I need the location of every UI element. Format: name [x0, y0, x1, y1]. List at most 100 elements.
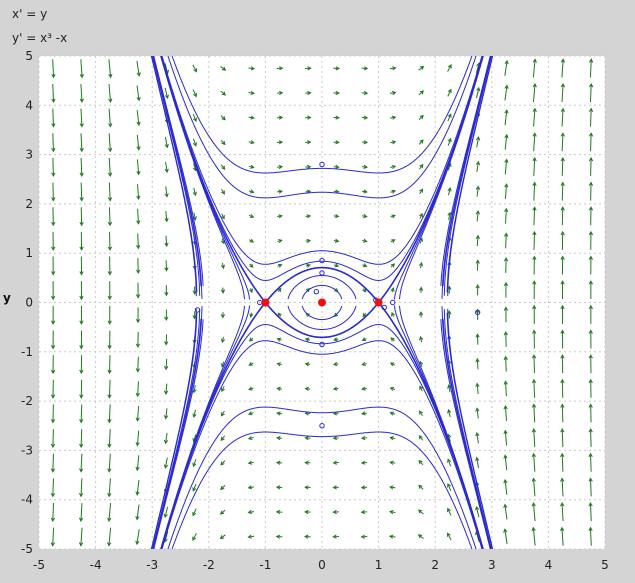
vector-arrow [221, 386, 225, 393]
vector-arrow-head [447, 532, 451, 537]
vector-arrow [588, 477, 593, 497]
vector-arrow [220, 460, 226, 466]
vector-arrow-shaft [504, 479, 508, 495]
vector-arrow-head [391, 140, 397, 145]
vector-arrow-head [588, 156, 594, 162]
vector-arrow-head [79, 172, 84, 177]
vector-arrow-shaft [192, 113, 197, 122]
vector-arrow-shaft [80, 83, 83, 102]
vector-arrow-head [248, 361, 253, 366]
vector-arrow [475, 333, 480, 345]
vector-arrow-head [221, 165, 226, 170]
vector-arrow [417, 534, 424, 539]
vector-arrow-head [221, 66, 227, 71]
vector-arrow-head [419, 90, 425, 95]
vector-arrow-head [475, 136, 481, 141]
vector-arrow-head [332, 435, 338, 441]
vector-arrow-head [475, 382, 480, 388]
vector-arrow-head [532, 230, 537, 236]
vector-arrow-head [475, 234, 480, 240]
vector-arrow [220, 336, 226, 344]
vector-arrow [304, 386, 311, 391]
vector-arrow [361, 164, 368, 169]
vector-arrow [418, 114, 424, 121]
vector-arrow [79, 404, 84, 424]
vector-arrow [418, 65, 425, 71]
vector-arrow-shaft [447, 508, 452, 516]
vector-arrow [163, 457, 169, 469]
vector-arrow-head [476, 86, 481, 92]
trajectory [440, 56, 491, 286]
vector-arrow [50, 429, 56, 449]
vector-arrow-shaft [504, 85, 508, 101]
vector-arrow-head [503, 330, 508, 336]
vector-arrow [418, 139, 424, 145]
vector-arrow [51, 133, 56, 153]
vector-arrow-head [79, 123, 84, 128]
vector-arrow-shaft [165, 186, 168, 197]
vector-arrow-head [248, 386, 253, 391]
vector-arrow [418, 163, 424, 170]
vector-arrow-head [107, 443, 112, 449]
vector-arrow [247, 460, 254, 465]
vector-arrow [192, 64, 197, 73]
vector-arrow [531, 378, 537, 398]
vector-arrow-head [503, 355, 508, 361]
vector-arrow [333, 115, 340, 120]
trajectory [167, 406, 477, 549]
vector-arrow [305, 238, 312, 244]
vector-arrow-shaft [533, 404, 536, 423]
vector-arrow-head [560, 156, 565, 162]
trajectory-group [150, 56, 494, 549]
y-tick-label: 1 [25, 246, 33, 260]
vector-arrow [475, 407, 480, 419]
vector-arrow [51, 231, 56, 251]
vector-arrow [107, 305, 112, 325]
vector-arrow-head [475, 456, 480, 462]
vector-arrow-shaft [136, 529, 140, 545]
vector-arrow-head [249, 214, 255, 219]
vector-arrow [220, 484, 226, 491]
trajectory [161, 340, 483, 549]
vector-arrow [389, 66, 397, 71]
vector-arrow [304, 66, 312, 71]
vector-arrow-head [475, 431, 480, 437]
vector-arrow-shaft [165, 235, 168, 247]
vector-arrow-head [560, 132, 565, 137]
vector-arrow [504, 59, 509, 76]
vector-arrow [333, 90, 340, 96]
vector-arrow-head [418, 435, 423, 440]
vector-arrow [276, 436, 283, 441]
vector-arrow-shaft [533, 182, 536, 201]
vector-arrow [389, 90, 397, 96]
vector-arrow-head [275, 485, 281, 490]
vector-arrow [79, 355, 84, 375]
vector-arrow-shaft [590, 133, 592, 152]
vector-arrow-head [335, 115, 340, 120]
vector-arrow-shaft [476, 383, 479, 394]
vector-arrow-shaft [476, 235, 479, 247]
vector-arrow [447, 458, 452, 467]
equilibrium-point [261, 298, 270, 307]
vector-arrow [390, 115, 397, 120]
vector-arrow [51, 108, 56, 128]
vector-arrow-head [419, 335, 424, 341]
vector-arrow [389, 509, 396, 515]
vector-arrow-head [277, 312, 282, 317]
vector-arrow-head [51, 123, 56, 128]
vector-arrow [304, 509, 311, 515]
vector-arrow-shaft [504, 455, 508, 471]
vector-arrow-shaft [561, 59, 564, 78]
vector-arrow-shaft [193, 385, 196, 393]
vector-arrow-head [250, 115, 255, 120]
vector-arrow [475, 505, 480, 518]
vector-arrow [305, 90, 312, 96]
vector-arrow-head [50, 517, 56, 523]
x-tick-label: -4 [90, 558, 102, 572]
vector-arrow-head [136, 72, 141, 77]
vector-arrow-head [107, 517, 112, 523]
vector-arrow [220, 312, 226, 319]
vector-arrow-head [107, 271, 112, 276]
vector-arrow [275, 534, 283, 539]
